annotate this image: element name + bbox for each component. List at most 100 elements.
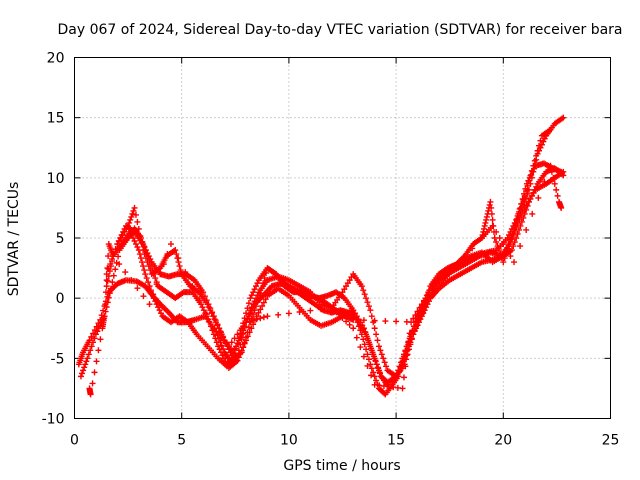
data-point bbox=[125, 222, 132, 229]
data-point bbox=[373, 331, 380, 338]
data-point bbox=[528, 171, 535, 178]
data-point bbox=[156, 307, 163, 314]
data-point bbox=[91, 335, 98, 342]
data-point bbox=[410, 315, 417, 322]
data-point bbox=[123, 225, 130, 232]
data-point bbox=[208, 310, 215, 317]
data-point bbox=[357, 327, 364, 334]
data-point bbox=[400, 353, 407, 360]
data-point bbox=[231, 335, 238, 342]
data-point bbox=[335, 311, 342, 318]
data-point bbox=[560, 114, 567, 121]
data-point bbox=[422, 303, 429, 310]
data-point bbox=[250, 317, 257, 324]
data-point bbox=[147, 267, 154, 274]
data-point bbox=[487, 198, 494, 205]
data-point bbox=[172, 247, 179, 254]
data-point bbox=[420, 307, 427, 314]
data-point bbox=[88, 333, 95, 340]
data-point bbox=[98, 312, 105, 319]
data-point bbox=[254, 280, 261, 287]
data-point bbox=[128, 277, 135, 284]
data-point bbox=[164, 251, 171, 258]
data-point bbox=[86, 337, 93, 344]
data-point bbox=[538, 141, 545, 148]
data-point bbox=[500, 259, 507, 266]
data-point bbox=[77, 373, 84, 380]
data-point bbox=[106, 290, 113, 297]
data-point bbox=[350, 316, 357, 323]
data-point bbox=[157, 271, 164, 278]
data-point bbox=[491, 235, 498, 241]
data-point bbox=[143, 275, 150, 282]
data-point bbox=[518, 206, 525, 213]
data-point bbox=[210, 331, 217, 338]
data-point bbox=[374, 337, 381, 344]
data-point bbox=[211, 316, 218, 323]
data-point bbox=[110, 253, 117, 260]
data-point bbox=[104, 265, 111, 272]
x-tick-label: 5 bbox=[177, 433, 186, 449]
data-point bbox=[204, 301, 211, 308]
data-point bbox=[513, 222, 520, 229]
data-point bbox=[485, 207, 492, 214]
data-point bbox=[339, 289, 346, 296]
data-point bbox=[244, 329, 251, 336]
data-point bbox=[344, 280, 351, 287]
data-point bbox=[240, 344, 247, 351]
data-point bbox=[207, 307, 214, 314]
data-point bbox=[257, 306, 264, 313]
data-point bbox=[130, 207, 137, 214]
data-point bbox=[399, 385, 406, 392]
data-point bbox=[189, 283, 196, 290]
data-point bbox=[511, 226, 518, 233]
data-point bbox=[363, 295, 370, 302]
data-point bbox=[365, 303, 372, 310]
data-point bbox=[459, 255, 466, 262]
x-tick-label: 20 bbox=[494, 433, 512, 449]
data-point bbox=[406, 330, 413, 337]
data-point bbox=[357, 319, 364, 326]
data-point bbox=[339, 315, 346, 322]
data-point bbox=[247, 295, 254, 302]
data-point bbox=[503, 247, 510, 254]
data-point bbox=[150, 295, 157, 302]
data-point bbox=[255, 295, 262, 302]
data-point bbox=[517, 210, 524, 217]
data-point bbox=[496, 247, 503, 254]
data-point bbox=[250, 289, 257, 296]
data-point bbox=[263, 270, 270, 277]
data-point bbox=[413, 323, 420, 330]
data-point bbox=[253, 283, 260, 290]
data-point bbox=[87, 347, 94, 354]
data-point bbox=[259, 302, 266, 309]
data-point bbox=[150, 291, 157, 298]
data-point bbox=[153, 281, 160, 288]
data-point bbox=[365, 337, 372, 344]
data-point bbox=[352, 310, 359, 317]
data-point bbox=[234, 331, 241, 338]
data-point bbox=[200, 307, 207, 314]
data-point bbox=[355, 323, 362, 330]
data-point bbox=[558, 204, 565, 211]
data-point bbox=[153, 301, 160, 308]
data-point bbox=[307, 307, 314, 314]
data-point bbox=[346, 321, 353, 328]
data-point bbox=[260, 314, 267, 321]
data-point bbox=[493, 239, 500, 246]
data-point bbox=[408, 336, 415, 343]
data-point bbox=[199, 304, 206, 311]
y-tick-label: -5 bbox=[51, 351, 65, 367]
data-point bbox=[104, 278, 111, 285]
data-point bbox=[160, 261, 167, 268]
data-point bbox=[355, 316, 362, 323]
data-point bbox=[176, 263, 183, 270]
data-point bbox=[241, 339, 248, 346]
data-point bbox=[360, 353, 367, 360]
data-point bbox=[527, 180, 534, 187]
data-point bbox=[141, 267, 148, 274]
y-tick-labels: -10 -5 0 5 10 15 20 bbox=[42, 51, 65, 428]
data-point bbox=[234, 340, 241, 347]
data-point bbox=[285, 310, 292, 317]
data-point bbox=[332, 308, 339, 315]
